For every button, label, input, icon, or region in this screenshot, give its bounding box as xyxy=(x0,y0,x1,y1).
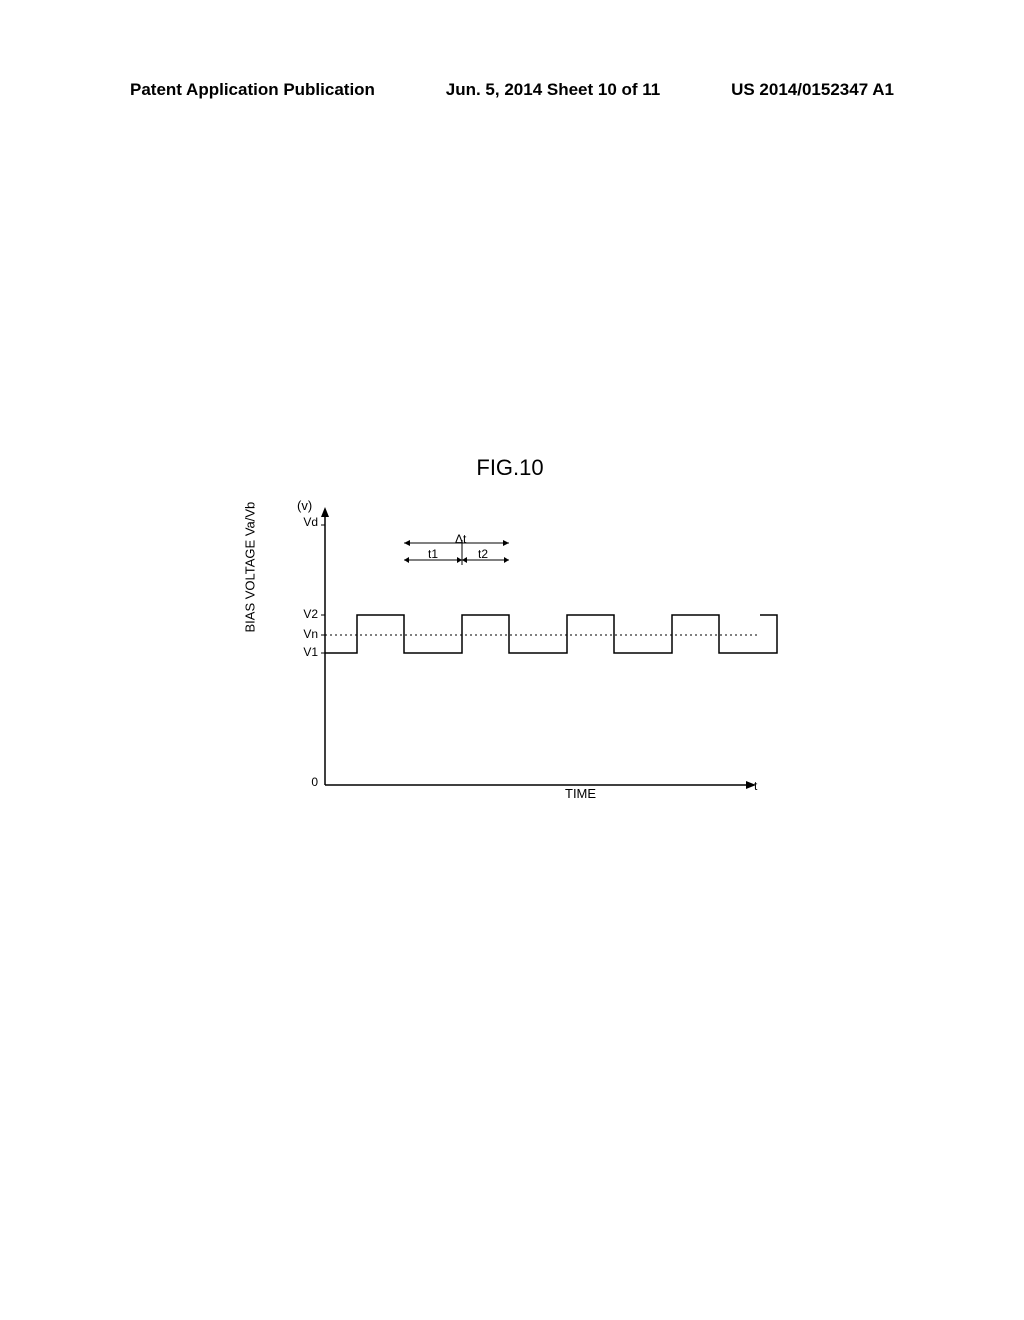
x-axis-label: TIME xyxy=(565,786,596,801)
tick-v2: V2 xyxy=(298,607,318,621)
y-axis-label: BIAS VOLTAGE Va/Vb xyxy=(243,502,258,633)
tick-vd: Vd xyxy=(298,515,318,529)
header-center: Jun. 5, 2014 Sheet 10 of 11 xyxy=(446,80,661,100)
tick-vn: Vn xyxy=(298,627,318,641)
x-end-label: t xyxy=(754,779,757,793)
t1-label: t1 xyxy=(428,547,438,561)
header-left: Patent Application Publication xyxy=(130,80,375,100)
t2-label: t2 xyxy=(478,547,488,561)
y-unit-label: (v) xyxy=(297,498,312,513)
delta-t-label: Δt xyxy=(455,532,466,546)
header: Patent Application Publication Jun. 5, 2… xyxy=(0,80,1024,100)
tick-v1: V1 xyxy=(298,645,318,659)
figure-container: FIG.10 (v) BIAS VOLTAGE Va/Vb TIME Vd V2… xyxy=(230,455,790,795)
tick-zero: 0 xyxy=(306,775,318,789)
figure-title: FIG.10 xyxy=(476,455,543,481)
header-right: US 2014/0152347 A1 xyxy=(731,80,894,100)
